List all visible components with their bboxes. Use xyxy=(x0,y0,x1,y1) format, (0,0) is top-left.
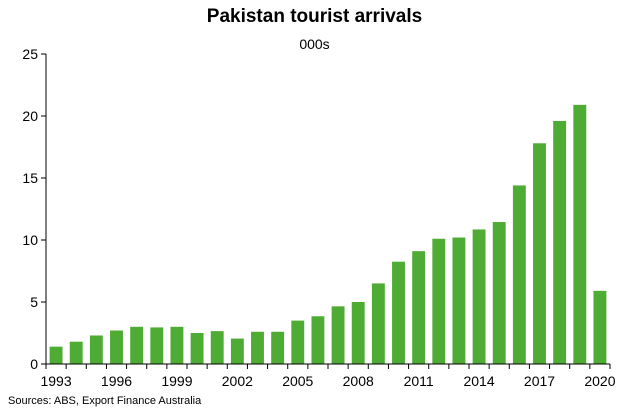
x-tick-label-2017: 2017 xyxy=(524,373,555,389)
bar-2003 xyxy=(251,331,264,364)
bar-2004 xyxy=(271,331,285,364)
y-tick-label-5: 5 xyxy=(30,294,38,310)
x-tick-label-2005: 2005 xyxy=(282,373,313,389)
bar-1995 xyxy=(89,335,103,364)
bar-2009 xyxy=(371,283,385,364)
bar-2015 xyxy=(492,222,506,364)
bar-2005 xyxy=(291,320,305,364)
bar-series xyxy=(49,104,607,365)
x-axis: 1993 1996 1999 2002 2005 2008 2011 2014 2017 2020 xyxy=(40,363,616,389)
chart-subtitle: 000s xyxy=(299,36,330,52)
bar-2010 xyxy=(392,261,405,364)
y-axis: 0 5 10 15 20 25 xyxy=(22,46,47,372)
x-tick-label-1996: 1996 xyxy=(101,373,132,389)
y-tick-label-0: 0 xyxy=(30,356,38,372)
bar-2013 xyxy=(452,237,466,364)
x-tick-label-2011: 2011 xyxy=(404,373,434,389)
bar-1993 xyxy=(49,346,63,364)
y-tick-label-20: 20 xyxy=(22,108,38,124)
bar-1997 xyxy=(130,326,144,364)
chart-title: Pakistan tourist arrivals xyxy=(206,6,423,27)
bar-2006 xyxy=(311,316,325,364)
x-tick-label-2014: 2014 xyxy=(463,373,494,389)
bar-2017 xyxy=(533,143,546,364)
bar-2001 xyxy=(210,331,224,364)
x-tick-label-2002: 2002 xyxy=(222,373,253,389)
x-tick-label-2020: 2020 xyxy=(584,373,615,389)
bar-2007 xyxy=(331,306,345,364)
bar-2016 xyxy=(512,185,526,364)
source-note: Sources: ABS, Export Finance Australia xyxy=(8,395,202,407)
bar-2002 xyxy=(230,338,244,364)
bar-2011 xyxy=(412,251,426,364)
bar-2008 xyxy=(351,302,365,364)
x-tick-label-2008: 2008 xyxy=(343,373,374,389)
bar-2020 xyxy=(593,290,607,364)
bar-1994 xyxy=(69,341,83,364)
bar-1996 xyxy=(110,330,123,364)
bar-2012 xyxy=(432,238,446,364)
y-tick-label-15: 15 xyxy=(22,170,38,186)
bar-2018 xyxy=(553,120,567,365)
bar-1998 xyxy=(150,327,164,364)
x-tick-label-1993: 1993 xyxy=(40,373,71,389)
y-tick-label-25: 25 xyxy=(22,46,38,62)
bar-2000 xyxy=(190,333,204,364)
y-tick-label-10: 10 xyxy=(22,232,38,248)
bar-1999 xyxy=(170,326,184,364)
bar-2014 xyxy=(472,229,486,364)
x-tick-label-1999: 1999 xyxy=(161,373,192,389)
bar-2019 xyxy=(573,104,587,364)
